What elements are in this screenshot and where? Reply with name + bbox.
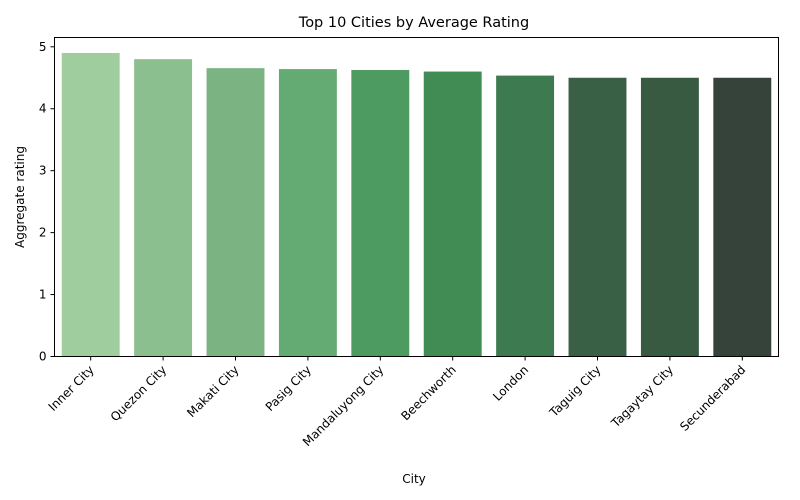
- x-axis-label: City: [402, 472, 426, 486]
- x-tick-label: Tagaytay City: [608, 363, 676, 431]
- bar-quezon-city: [134, 59, 193, 357]
- bar-tagaytay-city: [640, 77, 699, 357]
- x-axis-ticks: Inner City Quezon City Makati City Pasig Ci…: [46, 356, 748, 449]
- y-tick-label: 0: [39, 350, 47, 364]
- x-tick-label: Beechworth: [398, 363, 459, 424]
- x-tick-label: Taguig City: [546, 363, 603, 420]
- bars-group: [61, 52, 772, 357]
- chart-title: Top 10 Cities by Average Rating: [298, 15, 529, 31]
- y-tick-label: 4: [39, 102, 47, 116]
- y-tick-label: 3: [39, 164, 47, 178]
- bar-makati-city: [206, 68, 265, 357]
- x-tick-label: Secunderabad: [677, 363, 748, 434]
- x-tick-label: Pasig City: [263, 363, 314, 414]
- x-tick-label: London: [490, 363, 531, 404]
- bar-secunderabad: [713, 77, 772, 357]
- x-tick-label: Makati City: [184, 363, 241, 420]
- y-tick-label: 1: [39, 288, 47, 302]
- plot-frame: [54, 37, 779, 357]
- bar-pasig-city: [278, 69, 337, 357]
- bar-beechworth: [423, 71, 482, 357]
- y-axis-ticks: 0 1 2 3 4 5: [39, 40, 55, 364]
- bar-london: [496, 75, 555, 357]
- y-tick-label: 2: [39, 226, 47, 240]
- bar-taguig-city: [568, 77, 627, 357]
- y-axis-label: Aggregate rating: [13, 146, 27, 248]
- x-tick-label: Inner City: [46, 363, 97, 414]
- y-tick-label: 5: [39, 40, 47, 54]
- x-tick-label: Mandaluyong City: [300, 363, 386, 449]
- bar-mandaluyong-city: [351, 70, 410, 357]
- bar-inner-city: [61, 52, 120, 357]
- x-tick-label: Quezon City: [108, 363, 170, 425]
